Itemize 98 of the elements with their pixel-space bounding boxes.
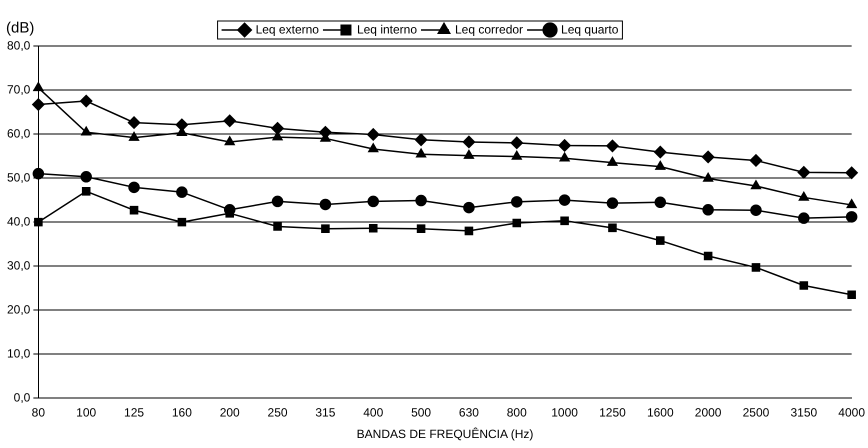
x-tick-label: 125: [124, 406, 144, 420]
point: [846, 211, 858, 223]
point: [366, 128, 380, 141]
point: [798, 212, 810, 224]
point: [608, 224, 617, 232]
legend-label: Leq externo: [256, 22, 320, 36]
point: [32, 168, 44, 180]
point: [80, 94, 92, 108]
point: [128, 182, 140, 194]
point: [702, 150, 714, 164]
point: [798, 166, 810, 179]
point: [178, 218, 186, 226]
point: [702, 204, 714, 216]
x-tick-label: 3150: [790, 406, 818, 420]
x-tick-label: 1250: [599, 406, 626, 420]
point: [750, 204, 762, 216]
y-tick-label: 40,0: [6, 214, 31, 228]
point: [224, 136, 235, 146]
point: [606, 197, 618, 209]
point: [320, 198, 332, 210]
x-tick-label: 80: [32, 406, 46, 420]
point: [798, 192, 809, 201]
y-tick-label: 60,0: [6, 126, 31, 140]
point: [607, 156, 618, 166]
x-tick-label: 1000: [551, 406, 578, 420]
y-tick-label: 0,0: [14, 390, 31, 405]
x-tick-label: 630: [458, 406, 480, 420]
point: [82, 186, 90, 196]
point: [845, 166, 858, 180]
point: [176, 186, 188, 198]
point: [128, 116, 140, 129]
x-tick-label: 800: [506, 406, 528, 420]
x-tick-label: 500: [411, 406, 432, 420]
point: [368, 224, 378, 233]
point: [512, 150, 522, 160]
x-tick-label: 315: [315, 406, 336, 420]
point: [560, 216, 569, 226]
point: [416, 224, 426, 233]
point: [33, 82, 44, 92]
x-tick-label: 100: [76, 406, 97, 420]
point: [416, 148, 426, 158]
point: [130, 206, 138, 214]
point: [558, 194, 570, 206]
y-tick-label: 20,0: [6, 302, 31, 316]
y-axis-title: (dB): [6, 20, 34, 37]
point: [847, 290, 856, 300]
point: [272, 196, 284, 208]
x-tick-label: 4000: [838, 406, 866, 420]
y-tick-label: 80,0: [6, 38, 31, 52]
point: [223, 114, 236, 128]
x-tick-label: 250: [268, 406, 288, 420]
point: [704, 252, 712, 260]
x-tick-label: 200: [220, 406, 240, 420]
point: [367, 196, 379, 208]
point: [750, 154, 762, 167]
point: [800, 281, 808, 290]
point: [273, 222, 282, 231]
legend-label: Leq quarto: [561, 22, 619, 36]
point: [846, 199, 857, 208]
point: [176, 118, 188, 132]
point: [511, 196, 523, 208]
point: [464, 226, 474, 236]
point: [368, 143, 378, 152]
y-tick-label: 10,0: [6, 346, 31, 360]
legend-label: Leq corredor: [455, 22, 524, 36]
point: [655, 160, 666, 170]
x-tick-label: 400: [363, 406, 384, 420]
point: [606, 140, 619, 152]
x-tick-label: 160: [172, 406, 192, 420]
point: [415, 194, 427, 206]
point: [464, 150, 474, 159]
point: [271, 122, 284, 135]
point: [512, 218, 522, 228]
point: [656, 236, 665, 245]
point: [510, 136, 524, 150]
point: [462, 136, 476, 148]
point: [81, 126, 92, 136]
y-tick-label: 70,0: [6, 82, 31, 96]
x-tick-label: 2000: [694, 406, 722, 420]
x-axis-title: BANDAS DE FREQUÊNCIA (Hz): [356, 427, 534, 442]
point: [703, 172, 714, 182]
point: [80, 171, 92, 183]
point: [558, 139, 571, 152]
point: [752, 263, 760, 272]
point: [750, 180, 762, 190]
point: [654, 196, 666, 208]
legend-label: Leq interno: [356, 22, 418, 36]
y-tick-label: 50,0: [6, 170, 31, 184]
point: [414, 134, 428, 146]
point: [463, 202, 475, 214]
point: [560, 152, 570, 162]
point: [128, 132, 140, 141]
point: [654, 146, 667, 158]
point: [321, 224, 330, 233]
y-tick-label: 30,0: [6, 258, 31, 272]
x-tick-label: 2500: [742, 406, 770, 420]
x-tick-label: 1600: [646, 406, 674, 420]
point: [32, 98, 45, 111]
